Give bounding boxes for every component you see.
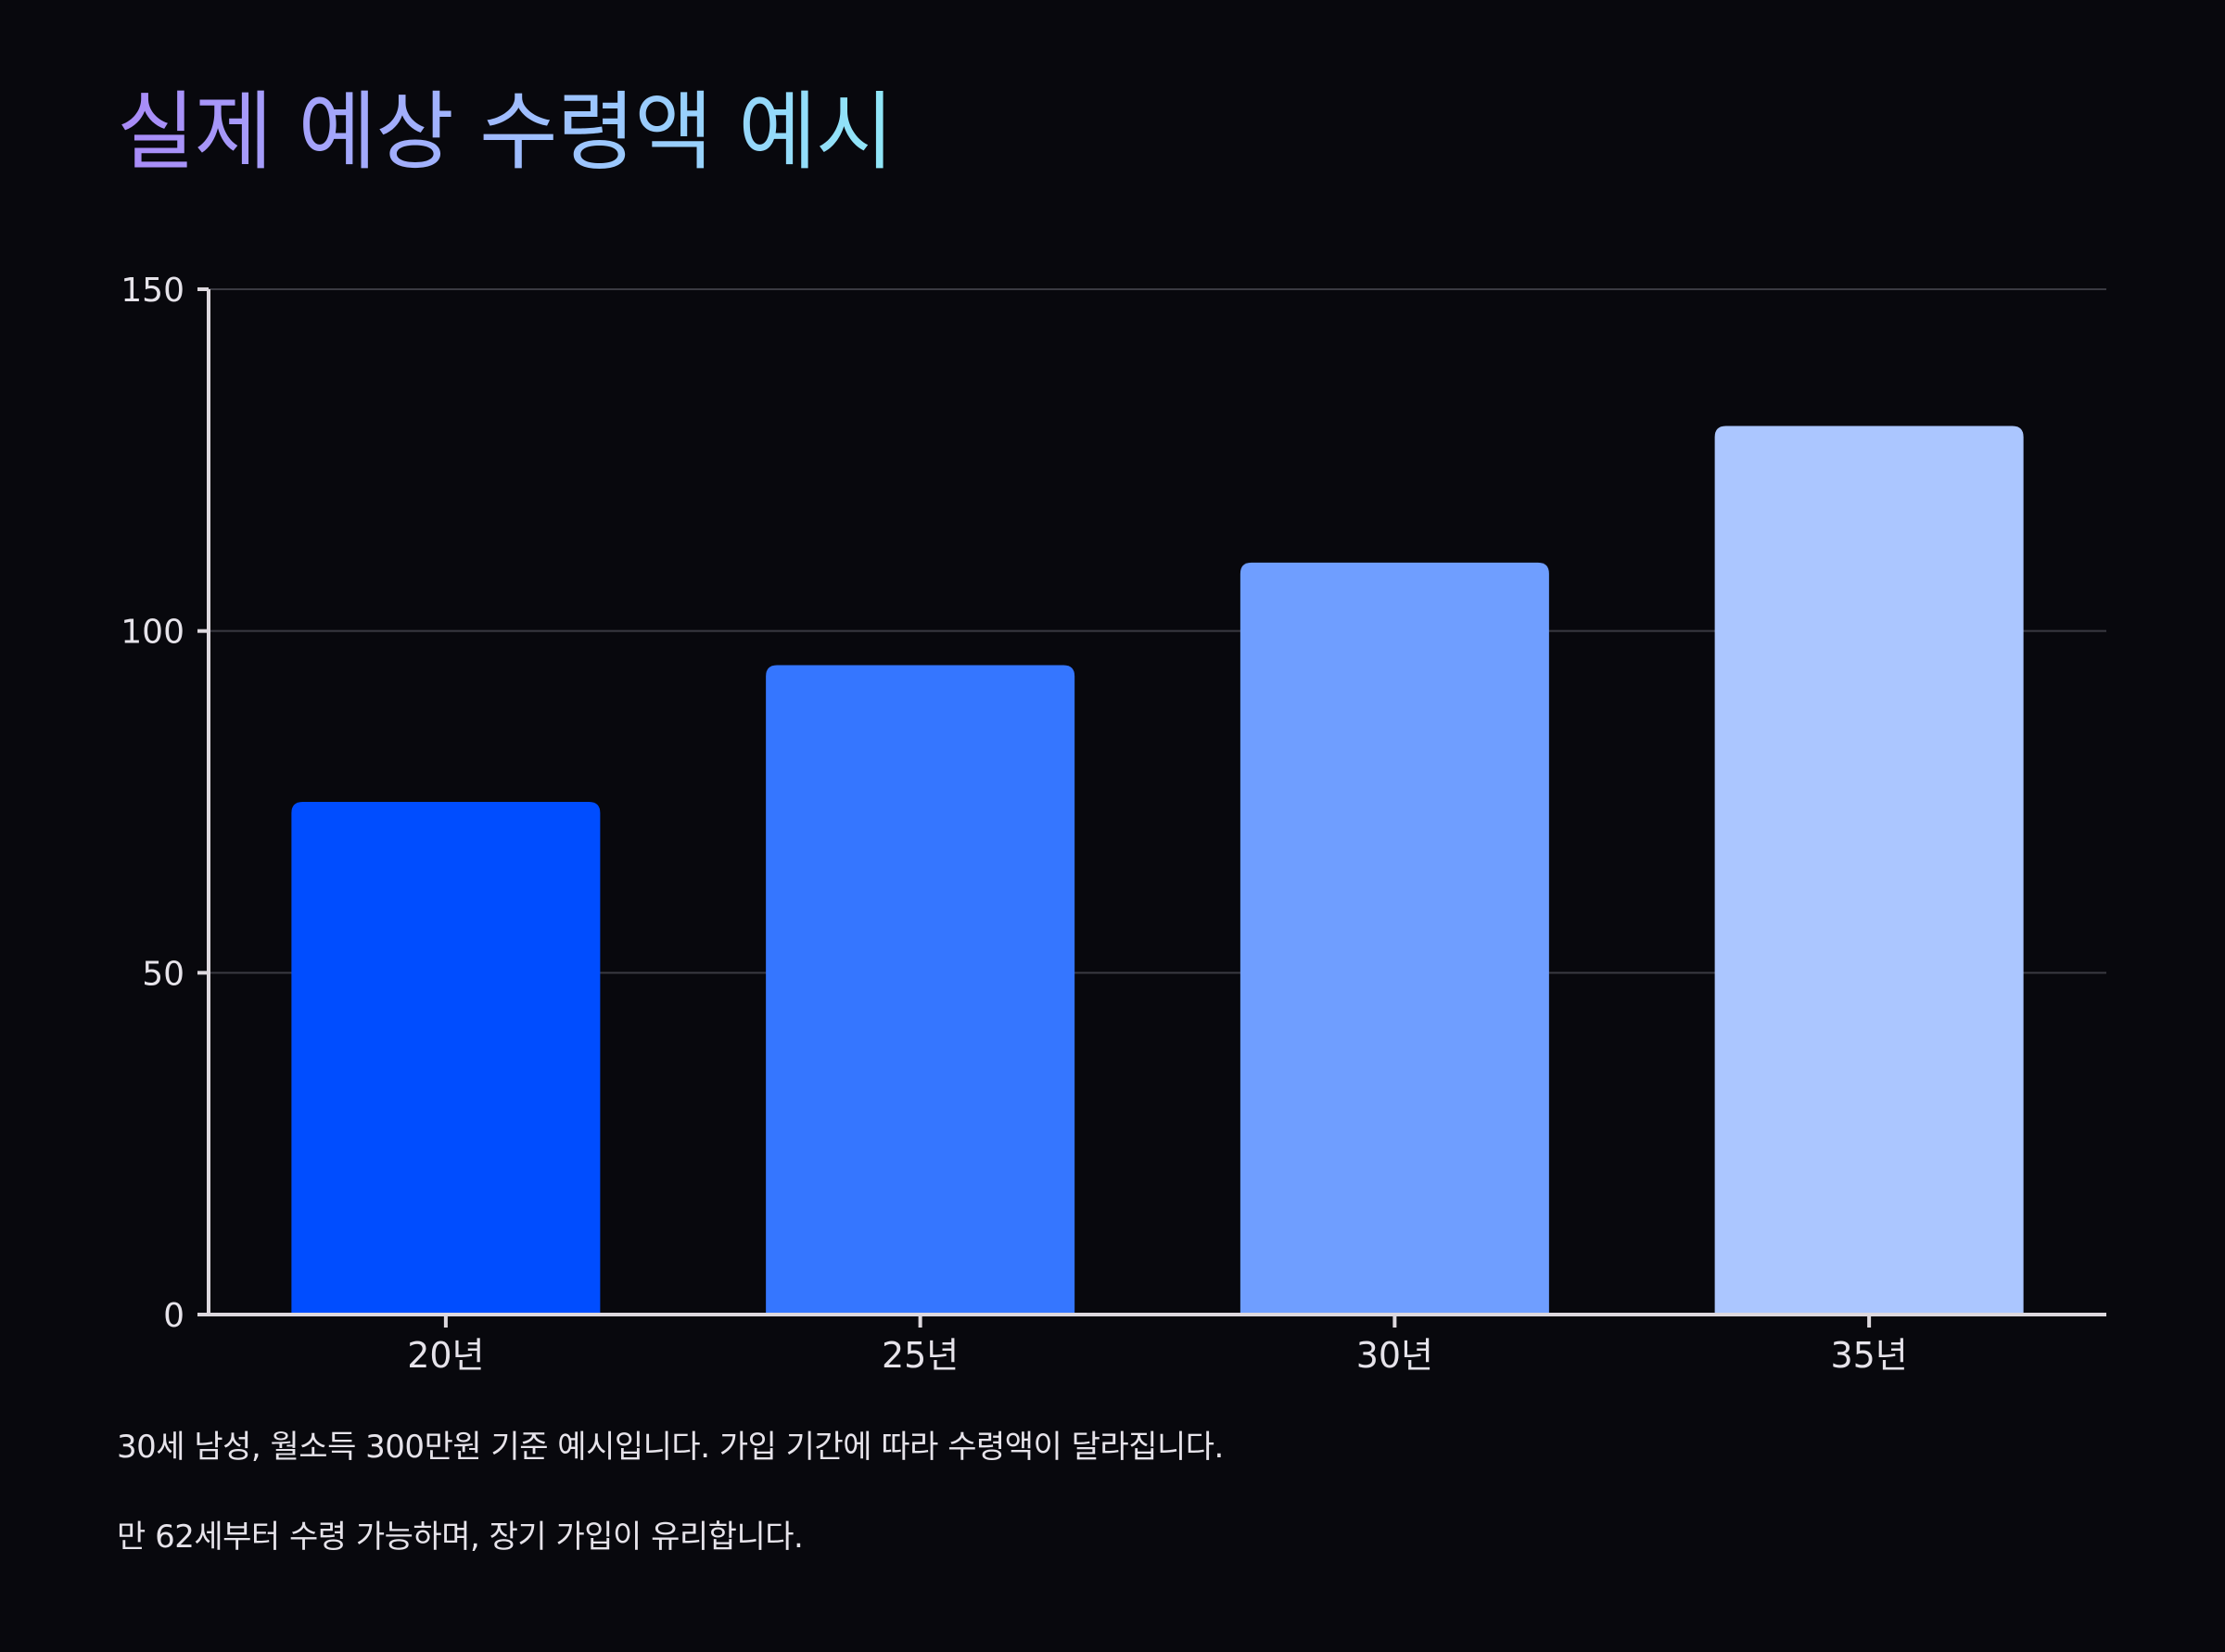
footnote-basis: 30세 남성, 월소득 300만원 기준 예시입니다. 가입 기간에 따라 수령… [117,1429,1224,1466]
y-tick-label: 100 [121,614,184,652]
x-tick-label: 25년 [882,1335,959,1376]
bar-30년 [1240,562,1549,1315]
y-tick-label: 50 [142,955,184,993]
bar-35년 [1714,426,2024,1315]
y-tick-label: 150 [121,272,184,310]
footnote-eligibility: 만 62세부터 수령 가능하며, 장기 가입이 유리합니다. [117,1519,804,1556]
x-tick-label: 30년 [1356,1335,1433,1376]
labels-layer: 0 50 100 150 20년 25년 30년 35년 [121,272,1908,1376]
axes-layer [197,287,2106,1328]
chart-title: 실제 예상 수령액 예시 [117,83,894,182]
bars-layer [291,426,2024,1315]
x-tick-label: 20년 [407,1335,484,1376]
bar-20년 [291,802,601,1315]
y-tick-label: 0 [163,1297,184,1335]
x-tick-label: 35년 [1830,1335,1907,1376]
bar-25년 [766,665,1075,1315]
